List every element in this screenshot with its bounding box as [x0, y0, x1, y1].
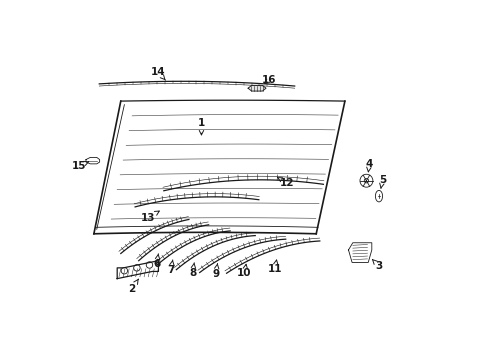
Text: 13: 13 — [141, 211, 159, 222]
Polygon shape — [247, 85, 265, 91]
Text: 10: 10 — [237, 264, 251, 278]
Text: 2: 2 — [128, 279, 138, 294]
Polygon shape — [117, 261, 158, 279]
Text: 11: 11 — [267, 260, 282, 274]
Text: 5: 5 — [378, 175, 386, 188]
Text: 4: 4 — [365, 159, 372, 172]
Text: 12: 12 — [277, 177, 294, 188]
Text: 16: 16 — [261, 75, 276, 85]
Polygon shape — [348, 243, 371, 262]
Text: 9: 9 — [212, 264, 219, 279]
Text: 14: 14 — [151, 67, 165, 80]
Text: 6: 6 — [153, 254, 160, 269]
Ellipse shape — [375, 190, 382, 202]
Text: 1: 1 — [198, 118, 204, 135]
Text: 8: 8 — [188, 263, 196, 278]
Text: 15: 15 — [71, 161, 89, 171]
Text: 7: 7 — [167, 260, 174, 275]
Text: 3: 3 — [372, 260, 382, 271]
